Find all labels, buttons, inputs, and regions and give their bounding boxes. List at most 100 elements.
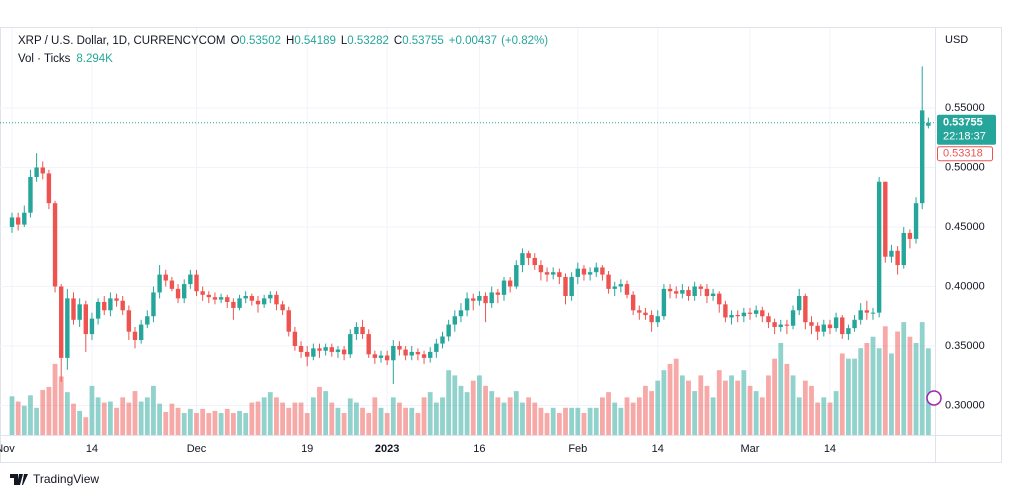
volume-bar <box>520 402 525 435</box>
candle-body <box>827 324 833 329</box>
volume-bar <box>704 385 710 435</box>
last-price-box <box>937 114 996 145</box>
candle-body <box>59 286 64 358</box>
candle-body <box>680 290 685 294</box>
volume-bar <box>34 407 39 435</box>
volume-bar <box>839 353 845 435</box>
x-tick-label: Feb <box>568 443 587 455</box>
candle-body <box>901 232 906 266</box>
candle-body <box>194 274 199 292</box>
volume-bar <box>686 380 691 435</box>
volume-bar <box>655 380 661 435</box>
volume-bar <box>458 385 464 435</box>
candle-body <box>778 324 783 327</box>
candle-body <box>428 351 433 358</box>
volume-bar <box>9 396 15 435</box>
volume-bar <box>790 375 796 435</box>
candle-body <box>606 274 611 289</box>
candle-body <box>440 336 445 344</box>
volume-bar <box>255 401 261 435</box>
volume-bar <box>157 403 162 435</box>
candle-body <box>311 348 316 357</box>
volume-bar <box>692 391 698 435</box>
candle-body <box>821 324 826 332</box>
candle-body <box>870 312 876 314</box>
volume-bar <box>286 407 292 435</box>
candle-body <box>409 351 414 356</box>
volume-bar <box>58 376 64 435</box>
volume-bar <box>292 402 298 435</box>
volume-bar <box>606 392 611 435</box>
volume-bar <box>673 358 679 435</box>
candle-body <box>495 292 501 295</box>
candle-body <box>298 345 304 352</box>
volume-bar <box>249 402 255 435</box>
volume-bar <box>132 391 138 435</box>
candle-body <box>292 331 298 346</box>
candle-body <box>237 298 242 308</box>
volume-bar <box>827 402 833 435</box>
candle-body <box>797 296 802 311</box>
volume-bar <box>563 407 568 435</box>
volume-bar <box>317 386 322 435</box>
candle-body <box>772 322 777 327</box>
candle-body <box>471 298 476 301</box>
candle-body <box>335 349 341 352</box>
candle-body <box>790 310 796 326</box>
candle-body <box>655 316 660 323</box>
volume-bar <box>237 410 242 435</box>
volume-bar <box>101 402 107 435</box>
candle-body <box>649 315 654 323</box>
candle-body <box>446 324 451 337</box>
volume-bar <box>200 408 206 435</box>
candle-body <box>526 253 531 258</box>
volume-bar <box>15 401 21 435</box>
candle-body <box>464 298 470 311</box>
plot-area <box>0 28 935 435</box>
candle-body <box>255 300 261 305</box>
candle-body <box>372 354 378 358</box>
volume-bar <box>698 375 704 435</box>
candle-body <box>280 304 285 311</box>
candle-body <box>532 257 537 266</box>
candle-body <box>34 167 39 177</box>
candle-body <box>22 212 27 225</box>
volume-bar <box>501 402 507 435</box>
volume-bar <box>378 407 384 435</box>
volume-bar <box>440 397 445 435</box>
x-tick-label: 14 <box>86 443 98 455</box>
volume-bar <box>470 380 476 435</box>
volume-bar <box>95 397 101 435</box>
volume-bar <box>821 397 827 435</box>
candle-body <box>65 298 70 358</box>
candle-body <box>317 348 322 351</box>
volume-bar <box>919 322 925 435</box>
volume-bar <box>864 343 870 435</box>
volume-bar <box>907 336 913 435</box>
candle-body <box>305 351 310 357</box>
candle-body <box>883 181 888 257</box>
candle-body <box>692 286 697 297</box>
volume-bar <box>64 392 70 435</box>
candle-body <box>206 294 211 298</box>
volume-bar <box>347 398 353 435</box>
last-price-label: 0.53755 <box>943 117 983 129</box>
ohlc-name: L <box>341 35 348 47</box>
ohlc-name: C <box>394 35 402 47</box>
volume-bar <box>243 413 249 435</box>
volume-bar <box>507 397 513 435</box>
candle-body <box>840 317 845 335</box>
volume-bar <box>477 375 482 435</box>
candle-body <box>569 276 574 297</box>
candle-body <box>600 267 605 275</box>
candle-body <box>126 310 132 332</box>
candle-body <box>907 232 913 239</box>
alert-icon[interactable] <box>926 390 942 406</box>
volume-bar <box>354 402 359 435</box>
y-tick-label: 0.40000 <box>945 280 985 292</box>
candle-body <box>384 355 390 361</box>
volume-bar <box>280 402 285 435</box>
candle-body <box>667 288 673 292</box>
volume-bar <box>218 413 224 435</box>
